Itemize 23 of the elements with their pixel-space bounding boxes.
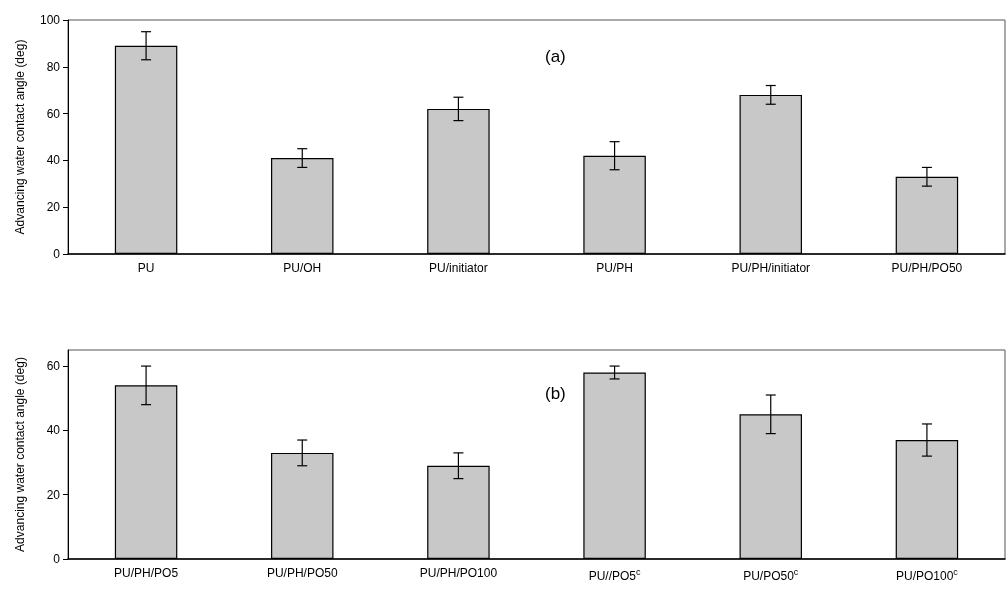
y-tick-label: 0 xyxy=(53,247,61,261)
x-tick-label: PU/PH/PO50 xyxy=(891,261,963,275)
x-tick-label: PU/PH/PO100 xyxy=(419,566,498,580)
annotation: (a) xyxy=(545,47,566,66)
y-tick-label: 40 xyxy=(46,423,61,438)
y-axis-title: Advancing water contact angle (deg) xyxy=(13,357,27,552)
x-tick-label: PU/PH/PO5 xyxy=(114,566,179,580)
x-tick-label: PU/OH xyxy=(283,261,322,275)
y-tick-label: 0 xyxy=(53,552,61,566)
y-tick-label: 40 xyxy=(46,153,61,168)
annotation: (b) xyxy=(545,384,566,403)
y-tick-label: 60 xyxy=(46,106,61,121)
y-tick-label: 20 xyxy=(46,200,61,215)
x-tick-label: PU/PH/initiator xyxy=(731,261,811,275)
y-tick-label: 100 xyxy=(39,13,61,27)
y-tick-label: 60 xyxy=(46,359,61,374)
y-tick-label: 80 xyxy=(46,59,61,74)
y-tick-label: 20 xyxy=(46,487,61,502)
x-tick-label: PU/PH xyxy=(596,261,633,275)
x-tick-label: PU xyxy=(137,261,155,275)
x-tick-label: PU/PH/PO50 xyxy=(266,566,338,580)
x-tick-label: PU/initiator xyxy=(429,261,488,275)
y-axis-title: Advancing water contact angle (deg) xyxy=(13,39,27,235)
